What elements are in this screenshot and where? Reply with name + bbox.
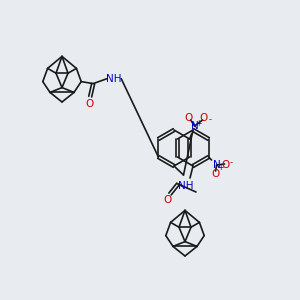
Text: O: O [200, 113, 208, 123]
Text: -: - [209, 116, 212, 124]
Text: NH: NH [106, 74, 122, 84]
Text: N: N [213, 160, 220, 170]
Text: O: O [184, 113, 193, 123]
Text: N: N [191, 121, 199, 131]
Text: +: + [195, 118, 202, 127]
Text: O: O [221, 160, 230, 170]
Text: O: O [85, 99, 93, 109]
Text: +: + [218, 164, 224, 172]
Text: -: - [230, 158, 233, 167]
Text: O: O [212, 169, 220, 179]
Text: NH: NH [178, 181, 194, 191]
Text: O: O [164, 195, 172, 205]
